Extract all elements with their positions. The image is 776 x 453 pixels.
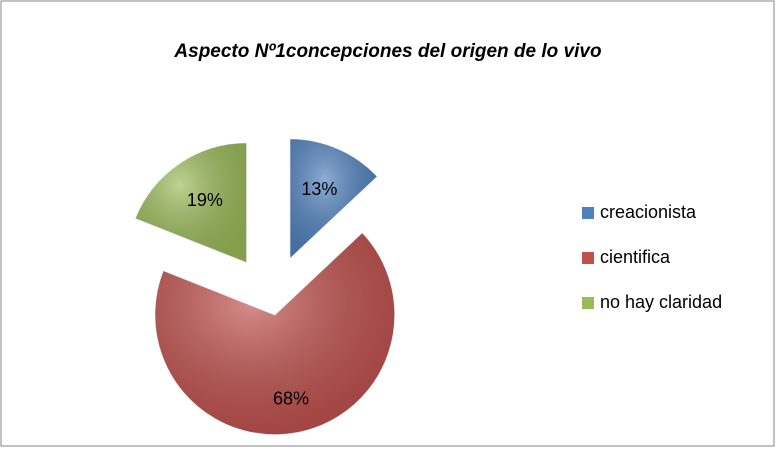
legend-label: no hay claridad [600,292,722,312]
data-label: 19% [187,190,223,210]
legend-label: cientifica [600,247,671,267]
slice-shading [289,138,378,259]
legend-label: creacionista [600,202,697,222]
legend-swatch [582,297,594,309]
slice-shading [154,232,395,435]
legend-swatch [582,252,594,264]
legend-swatch [582,207,594,219]
data-label: 13% [301,179,337,199]
data-label: 68% [273,388,309,408]
slice-shading [135,142,247,263]
chart-title: Aspecto Nº1concepciones del origen de lo… [173,41,601,62]
